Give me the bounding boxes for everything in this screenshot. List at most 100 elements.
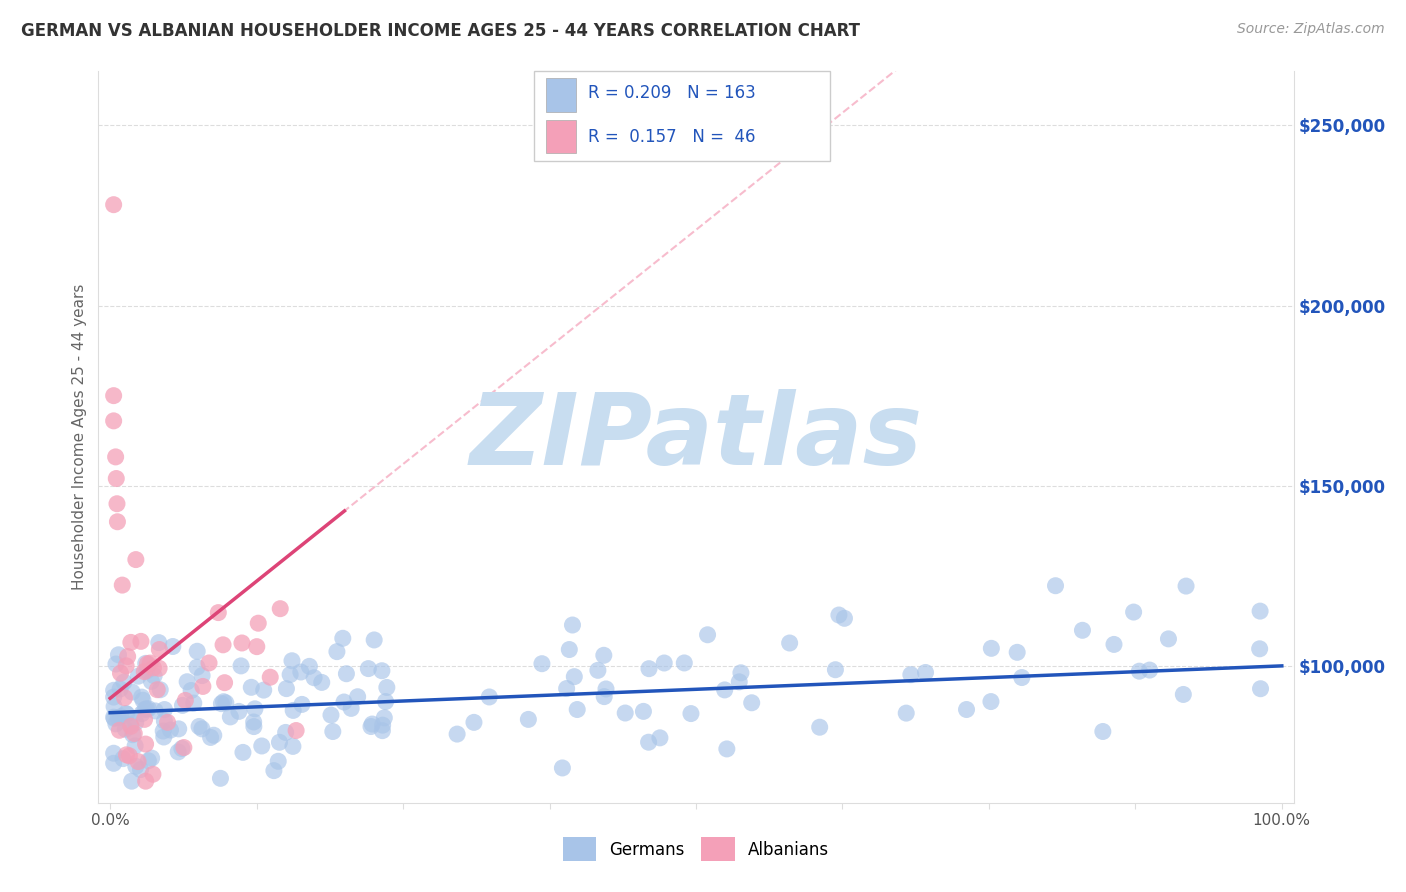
Point	[955, 702, 977, 716]
Point	[285, 723, 308, 738]
Point	[340, 701, 363, 715]
Point	[209, 772, 232, 786]
Point	[142, 661, 165, 675]
Point	[173, 740, 195, 755]
Text: Source: ZipAtlas.com: Source: ZipAtlas.com	[1237, 22, 1385, 37]
Point	[232, 745, 254, 759]
Point	[567, 702, 589, 716]
Point	[148, 661, 170, 675]
Point	[713, 682, 735, 697]
Point	[592, 648, 614, 663]
Point	[319, 708, 342, 723]
Point	[112, 675, 135, 690]
Point	[202, 728, 225, 742]
Point	[135, 664, 157, 678]
Point	[243, 720, 266, 734]
Point	[153, 702, 176, 716]
Point	[716, 742, 738, 756]
Point	[186, 660, 208, 674]
Legend: Germans, Albanians: Germans, Albanians	[555, 830, 837, 868]
Point	[463, 715, 485, 730]
Point	[108, 723, 131, 738]
Point	[135, 737, 157, 751]
Point	[298, 659, 321, 673]
Point	[152, 724, 174, 739]
Text: R =  0.157   N =  46: R = 0.157 N = 46	[588, 128, 755, 146]
Point	[212, 638, 235, 652]
Point	[111, 751, 134, 765]
Point	[363, 632, 385, 647]
Point	[104, 657, 127, 671]
Point	[191, 680, 214, 694]
Point	[115, 747, 138, 762]
Point	[1128, 664, 1150, 678]
Point	[561, 618, 583, 632]
Point	[371, 718, 394, 732]
Point	[551, 761, 574, 775]
Point	[779, 636, 801, 650]
Point	[209, 697, 232, 711]
Point	[120, 635, 142, 649]
Point	[103, 389, 125, 403]
Point	[980, 641, 1002, 656]
Point	[1102, 637, 1125, 651]
Point	[1011, 671, 1033, 685]
Point	[131, 690, 153, 705]
Point	[115, 658, 138, 673]
Point	[176, 674, 198, 689]
Point	[517, 712, 540, 726]
Point	[139, 656, 162, 670]
Point	[141, 674, 163, 689]
Point	[120, 719, 142, 733]
Point	[638, 662, 661, 676]
Point	[371, 723, 394, 738]
Point	[269, 735, 291, 749]
Point	[115, 706, 138, 721]
Point	[121, 685, 143, 699]
Point	[214, 675, 236, 690]
Point	[117, 649, 139, 664]
Point	[290, 665, 312, 679]
Point	[172, 698, 194, 713]
Point	[183, 696, 205, 710]
Point	[111, 578, 134, 592]
Point	[200, 731, 222, 745]
Point	[375, 681, 398, 695]
Point	[136, 657, 159, 671]
Point	[1005, 645, 1028, 659]
Point	[170, 741, 193, 756]
Point	[105, 471, 128, 485]
Point	[371, 664, 394, 678]
Point	[311, 675, 333, 690]
Point	[132, 693, 155, 707]
Point	[159, 723, 181, 737]
Point	[824, 663, 846, 677]
Point	[207, 606, 229, 620]
Point	[142, 767, 165, 781]
Point	[278, 667, 301, 681]
Point	[114, 723, 136, 737]
Point	[148, 642, 170, 657]
Point	[174, 693, 197, 707]
Point	[274, 725, 297, 739]
Point	[1122, 605, 1144, 619]
Point	[108, 681, 131, 696]
Point	[250, 739, 273, 753]
Point	[276, 681, 298, 696]
Point	[156, 715, 179, 730]
Point	[914, 665, 936, 680]
Point	[228, 705, 250, 719]
Point	[333, 695, 356, 709]
Point	[138, 702, 160, 716]
Point	[135, 657, 157, 671]
Point	[138, 754, 160, 768]
Point	[143, 669, 166, 683]
Point	[696, 628, 718, 642]
Point	[291, 698, 314, 712]
Point	[103, 711, 125, 725]
Point	[478, 690, 501, 704]
Point	[1091, 724, 1114, 739]
Point	[283, 703, 305, 717]
Text: R = 0.209   N = 163: R = 0.209 N = 163	[588, 84, 755, 102]
Point	[259, 670, 281, 684]
